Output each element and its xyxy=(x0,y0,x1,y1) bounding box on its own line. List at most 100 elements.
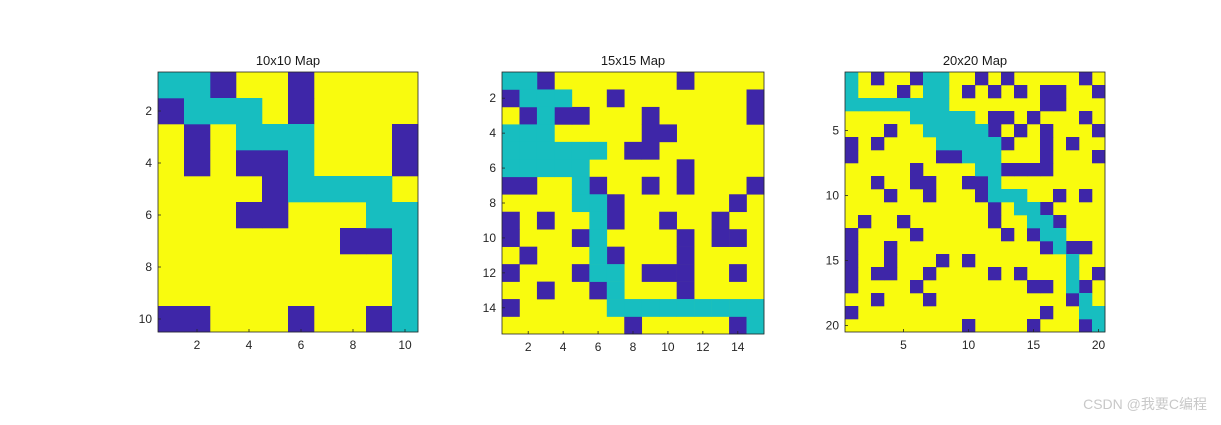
path-cell xyxy=(1014,202,1027,215)
path-cell xyxy=(747,299,765,317)
path-cell xyxy=(677,299,695,317)
path-cell xyxy=(537,89,555,107)
obstacle-cell xyxy=(1014,85,1027,98)
path-cell xyxy=(392,254,418,280)
obstacle-cell xyxy=(923,189,936,202)
obstacle-cell xyxy=(988,124,1001,137)
obstacle-cell xyxy=(975,72,988,85)
path-cell xyxy=(988,137,1001,150)
path-cell xyxy=(554,89,572,107)
obstacle-cell xyxy=(1092,85,1105,98)
obstacle-cell xyxy=(184,124,210,150)
path-cell xyxy=(962,150,975,163)
path-cell xyxy=(392,228,418,254)
x-tick-label: 2 xyxy=(194,338,201,352)
obstacle-cell xyxy=(845,267,858,280)
obstacle-cell xyxy=(572,229,590,247)
path-cell xyxy=(949,111,962,124)
path-cell xyxy=(1027,202,1040,215)
obstacle-cell xyxy=(392,124,418,150)
path-cell xyxy=(572,177,590,195)
path-cell xyxy=(589,142,607,160)
path-cell xyxy=(910,111,923,124)
obstacle-cell xyxy=(1040,137,1053,150)
obstacle-cell xyxy=(184,150,210,176)
path-cell xyxy=(236,98,262,124)
obstacle-cell xyxy=(845,228,858,241)
obstacle-cell xyxy=(1079,72,1092,85)
path-cell xyxy=(936,98,949,111)
obstacle-cell xyxy=(910,228,923,241)
obstacle-cell xyxy=(975,176,988,189)
obstacle-cell xyxy=(366,228,392,254)
watermark: CSDN @我要C编程 xyxy=(1083,394,1207,414)
obstacle-cell xyxy=(659,264,677,282)
obstacle-cell xyxy=(871,293,884,306)
obstacle-cell xyxy=(537,72,555,90)
obstacle-cell xyxy=(910,72,923,85)
y-tick-label: 10 xyxy=(483,231,497,245)
path-cell xyxy=(910,98,923,111)
obstacle-cell xyxy=(1079,280,1092,293)
obstacle-cell xyxy=(1001,228,1014,241)
path-cell xyxy=(975,163,988,176)
path-cell xyxy=(288,176,314,202)
obstacle-cell xyxy=(1079,241,1092,254)
x-tick-label: 10 xyxy=(661,340,675,354)
obstacle-cell xyxy=(897,85,910,98)
obstacle-cell xyxy=(897,215,910,228)
obstacle-cell xyxy=(871,137,884,150)
obstacle-cell xyxy=(607,89,625,107)
obstacle-cell xyxy=(1066,241,1079,254)
obstacle-cell xyxy=(1092,124,1105,137)
path-cell xyxy=(236,124,262,150)
obstacle-cell xyxy=(936,254,949,267)
path-cell xyxy=(184,72,210,98)
path-cell xyxy=(884,98,897,111)
obstacle-cell xyxy=(1053,215,1066,228)
path-cell xyxy=(589,229,607,247)
obstacle-cell xyxy=(845,306,858,319)
path-cell xyxy=(607,264,625,282)
obstacle-cell xyxy=(677,247,695,265)
path-cell xyxy=(988,176,1001,189)
path-cell xyxy=(1079,306,1092,319)
path-cell xyxy=(589,212,607,230)
path-cell xyxy=(845,98,858,111)
path-cell xyxy=(210,98,236,124)
path-cell xyxy=(392,280,418,306)
path-cell xyxy=(572,142,590,160)
y-tick-label: 2 xyxy=(489,91,496,105)
obstacle-cell xyxy=(1014,124,1027,137)
y-tick-label: 8 xyxy=(145,260,152,274)
path-cell xyxy=(962,111,975,124)
obstacle-cell xyxy=(288,306,314,332)
y-tick-label: 14 xyxy=(483,301,497,315)
obstacle-cell xyxy=(923,293,936,306)
path-cell xyxy=(871,98,884,111)
path-cell xyxy=(936,111,949,124)
path-cell xyxy=(923,85,936,98)
obstacle-cell xyxy=(184,306,210,332)
obstacle-cell xyxy=(747,107,765,125)
path-cell xyxy=(1092,306,1105,319)
obstacle-cell xyxy=(340,228,366,254)
path-cell xyxy=(988,163,1001,176)
obstacle-cell xyxy=(677,177,695,195)
path-cell xyxy=(589,194,607,212)
obstacle-cell xyxy=(1066,293,1079,306)
obstacle-cell xyxy=(1027,228,1040,241)
x-tick-label: 6 xyxy=(595,340,602,354)
obstacle-cell xyxy=(1014,267,1027,280)
obstacle-cell xyxy=(858,215,871,228)
path-cell xyxy=(607,299,625,317)
path-cell xyxy=(554,142,572,160)
path-cell xyxy=(519,124,537,142)
x-tick-label: 2 xyxy=(525,340,532,354)
obstacle-cell xyxy=(988,215,1001,228)
path-cell xyxy=(314,176,340,202)
obstacle-cell xyxy=(677,72,695,90)
